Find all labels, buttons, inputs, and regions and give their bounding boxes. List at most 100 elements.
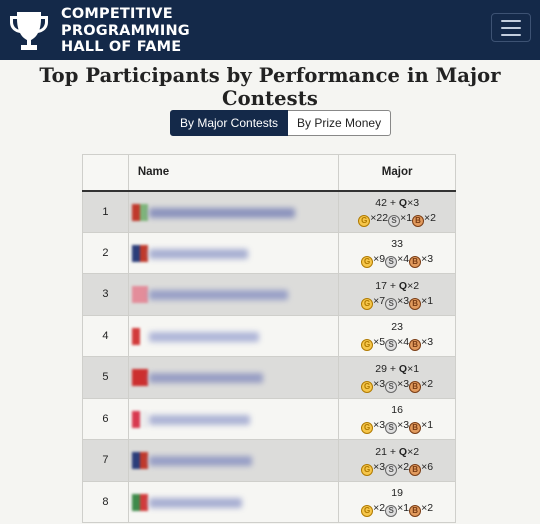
major-count: 23 (391, 321, 403, 334)
major-count: 19 (391, 487, 403, 500)
major-results-cell: 29 + Q×1 G ×3 S ×3 B ×2 (338, 356, 456, 399)
silver-medal-icon: S (385, 256, 398, 269)
silver-count: ×3 (397, 377, 410, 390)
gold-count: ×3 (373, 377, 386, 390)
table-row[interactable]: 6 16 G ×3 S ×3 B ×1 (82, 397, 456, 440)
medal-breakdown: G ×22 S ×1 B ×2 (339, 211, 455, 227)
medal-breakdown: G ×5 S ×4 B ×3 (339, 335, 455, 352)
major-results-cell: 23 G ×5 S ×4 B ×3 (338, 314, 456, 357)
bronze-count: ×2 (424, 212, 437, 224)
gold-medal-icon: G (358, 215, 371, 227)
major-results-cell: 33 G ×9 S ×4 B ×3 (338, 231, 456, 274)
gold-count: ×9 (373, 253, 386, 266)
major-results-cell: 16 G ×3 S ×3 B ×1 (338, 397, 456, 440)
qualification-label: Q (398, 362, 408, 375)
participant-name-cell[interactable] (127, 190, 340, 233)
table-row[interactable]: 1 42 + Q×3 G ×22 S ×1 B ×2 (82, 190, 456, 233)
top-navbar: COMPETITIVE PROGRAMMING HALL OF FAME (0, 0, 540, 60)
gold-medal-icon: G (361, 422, 374, 435)
silver-count: ×1 (397, 502, 410, 515)
rank-column-header[interactable] (82, 154, 129, 192)
participant-name-blurred[interactable] (148, 414, 250, 425)
rank-cell: 7 (82, 439, 129, 482)
medal-breakdown: G ×9 S ×4 B ×3 (339, 252, 455, 269)
country-flag-icon (131, 452, 148, 469)
by-prize-money-button[interactable]: By Prize Money (288, 110, 392, 136)
brand-title: COMPETITIVE PROGRAMMING HALL OF FAME (61, 6, 190, 55)
major-count: 29 + Q×1 (375, 362, 420, 375)
major-column-header[interactable]: Major (338, 154, 456, 192)
table-row[interactable]: 7 21 + Q×2 G ×3 S ×2 B ×6 (82, 439, 456, 482)
table-row[interactable]: 3 17 + Q×2 G ×7 S ×3 B ×1 (82, 273, 456, 316)
country-flag-icon (131, 369, 148, 386)
major-results-cell: 21 + Q×2 G ×3 S ×2 B ×6 (338, 439, 456, 482)
bronze-medal-icon: B (409, 256, 422, 269)
silver-count: ×1 (400, 212, 413, 224)
silver-count: ×4 (397, 336, 410, 349)
gold-count: ×3 (373, 460, 386, 473)
medal-breakdown: G ×3 S ×3 B ×1 (339, 418, 455, 435)
country-flag-icon (131, 244, 148, 262)
by-major-contests-button[interactable]: By Major Contests (170, 110, 289, 136)
participant-name-blurred[interactable] (148, 248, 248, 259)
participant-name-cell[interactable] (127, 273, 340, 316)
page-title: Top Participants by Performance in Major… (39, 64, 501, 110)
country-flag-icon (131, 327, 148, 345)
name-column-header[interactable]: Name (127, 154, 340, 192)
participant-name-blurred[interactable] (148, 290, 288, 300)
brand-link[interactable]: COMPETITIVE PROGRAMMING HALL OF FAME (6, 6, 190, 56)
rank-cell: 8 (82, 480, 129, 523)
rank-cell: 1 (82, 190, 129, 233)
gold-count: ×5 (373, 336, 386, 349)
medal-breakdown: G ×3 S ×3 B ×2 (339, 377, 455, 393)
participant-name-blurred[interactable] (148, 373, 263, 383)
bronze-medal-icon: B (409, 422, 422, 435)
participant-name-cell[interactable] (127, 397, 340, 440)
silver-medal-icon: S (385, 463, 398, 476)
bronze-count: ×3 (421, 253, 434, 266)
medal-breakdown: G ×3 S ×2 B ×6 (339, 460, 455, 476)
rank-cell: 2 (82, 231, 129, 274)
bronze-medal-icon: B (412, 215, 425, 227)
participant-name-blurred[interactable] (148, 497, 242, 508)
table-row[interactable]: 5 29 + Q×1 G ×3 S ×3 B ×2 (82, 356, 456, 399)
silver-count: ×2 (397, 460, 410, 473)
table-row[interactable]: 2 33 G ×9 S ×4 B ×3 (82, 231, 456, 274)
qualification-label: Q (398, 197, 408, 209)
medal-breakdown: G ×7 S ×3 B ×1 (339, 294, 455, 310)
participant-name-blurred[interactable] (148, 207, 295, 218)
participant-name-cell[interactable] (127, 480, 340, 523)
participant-name-cell[interactable] (127, 356, 340, 399)
gold-count: ×3 (373, 419, 386, 432)
rank-cell: 5 (82, 356, 129, 399)
gold-medal-icon: G (361, 297, 374, 310)
table-row[interactable]: 8 19 G ×2 S ×1 B ×2 (82, 480, 456, 523)
participant-name-cell[interactable] (127, 231, 340, 274)
bronze-count: ×2 (421, 377, 434, 390)
table-row[interactable]: 4 23 G ×5 S ×4 B ×3 (82, 314, 456, 357)
trophy-icon (10, 11, 48, 50)
country-flag-icon (131, 203, 148, 221)
gold-count: ×22 (370, 212, 389, 224)
participant-name-blurred[interactable] (148, 331, 259, 342)
bronze-count: ×3 (421, 336, 434, 349)
silver-medal-icon: S (385, 339, 398, 352)
qualification-label: Q (398, 279, 408, 292)
major-count: 42 + Q×3 (375, 197, 420, 209)
major-results-cell: 19 G ×2 S ×1 B ×2 (338, 480, 456, 523)
participant-name-cell[interactable] (127, 314, 340, 357)
gold-medal-icon: G (361, 256, 374, 269)
bronze-medal-icon: B (409, 505, 422, 518)
gold-count: ×7 (373, 294, 386, 307)
country-flag-icon (131, 410, 148, 428)
major-count: 16 (391, 404, 403, 417)
hamburger-menu-icon[interactable] (491, 13, 531, 42)
rank-cell: 3 (82, 273, 129, 316)
rank-cell: 6 (82, 397, 129, 440)
participant-name-blurred[interactable] (148, 456, 252, 466)
bronze-count: ×1 (421, 419, 434, 432)
rank-cell: 4 (82, 314, 129, 357)
participant-name-cell[interactable] (127, 439, 340, 482)
gold-medal-icon: G (361, 463, 374, 476)
gold-count: ×2 (373, 502, 386, 515)
